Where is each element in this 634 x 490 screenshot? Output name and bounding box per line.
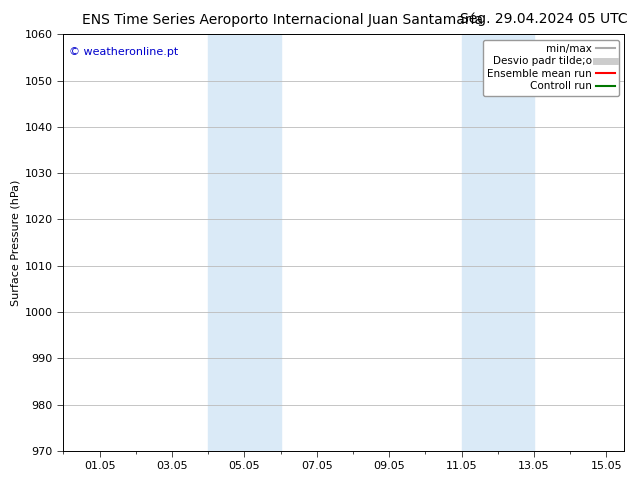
Text: ENS Time Series Aeroporto Internacional Juan Santamaría: ENS Time Series Aeroporto Internacional … <box>82 12 484 27</box>
Bar <box>462 34 534 451</box>
Text: © weatheronline.pt: © weatheronline.pt <box>69 47 178 57</box>
Y-axis label: Surface Pressure (hPa): Surface Pressure (hPa) <box>11 179 21 306</box>
Bar <box>208 34 281 451</box>
Text: Seg. 29.04.2024 05 UTC: Seg. 29.04.2024 05 UTC <box>460 12 628 26</box>
Legend: min/max, Desvio padr tilde;o, Ensemble mean run, Controll run: min/max, Desvio padr tilde;o, Ensemble m… <box>483 40 619 96</box>
